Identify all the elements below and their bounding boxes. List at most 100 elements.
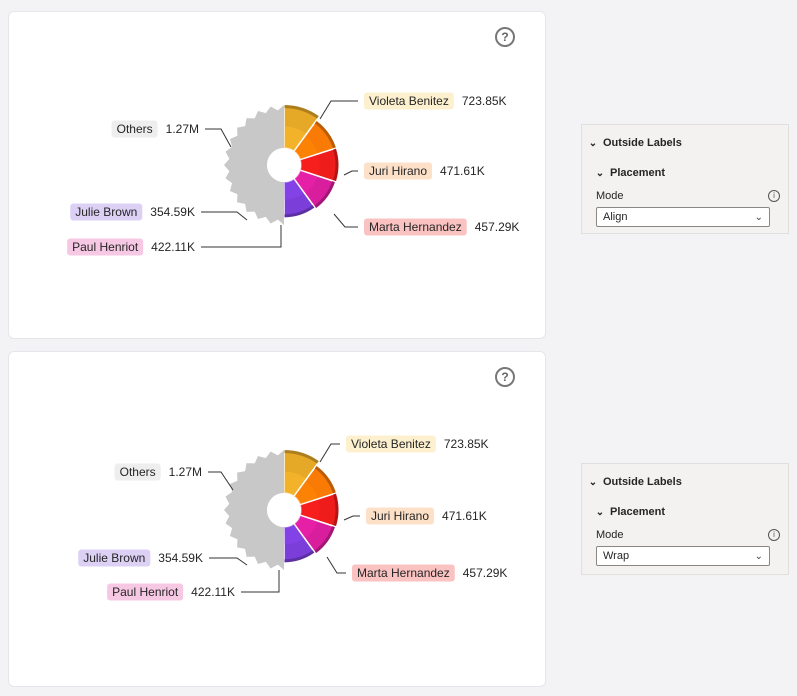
label-bg-others <box>114 463 161 481</box>
chevron-down-icon: ⌄ <box>588 137 598 149</box>
slice-paul-henriot-highlight <box>294 170 318 194</box>
label-bg-others <box>111 120 158 138</box>
leader-line-julie-brown <box>209 557 248 566</box>
format-panel-wrap: ⌄ Outside Labels ⌄ Placement Mode i Wrap… <box>581 463 789 575</box>
chevron-down-icon: ⌄ <box>595 167 605 179</box>
slice-juri-hirano-highlight <box>294 136 318 160</box>
label-name-others: Others <box>117 122 153 136</box>
label-value-marta-hernandez: 457.29K <box>475 220 520 234</box>
slice-others-body[interactable] <box>224 105 284 225</box>
leader-line-juri-hirano <box>343 170 358 176</box>
slice-violeta-benitez-highlight <box>284 471 307 497</box>
slice-juri-hirano-rim <box>314 121 336 149</box>
label-violeta-benitez: Violeta Benitez 723.85K <box>319 92 507 120</box>
slice-marta-hernandez-rim <box>333 493 339 527</box>
label-bg-julie-brown <box>70 203 143 221</box>
mode-select-value: Align <box>603 211 628 223</box>
label-value-juri-hirano: 471.61K <box>442 509 487 523</box>
mode-label: Mode <box>596 529 624 541</box>
slice-juri-hirano[interactable] <box>292 119 338 161</box>
slice-juri-hirano-rim <box>314 466 336 494</box>
outside-labels-header[interactable]: ⌄ Outside Labels <box>582 125 788 161</box>
leader-line-marta-hernandez <box>326 556 346 574</box>
slice-julie-brown-highlight <box>284 178 304 200</box>
label-name-others: Others <box>120 465 156 479</box>
format-panel-align: ⌄ Outside Labels ⌄ Placement Mode i Alig… <box>581 124 789 234</box>
chevron-down-icon: ⌄ <box>595 506 605 518</box>
label-violeta-benitez: Violeta Benitez 723.85K <box>319 435 489 463</box>
donut-hole <box>267 148 301 182</box>
label-bg-violeta-benitez <box>346 435 436 453</box>
leader-line-violeta-benitez <box>319 443 340 463</box>
mode-select[interactable]: Wrap ⌄ <box>596 546 770 566</box>
label-bg-paul-henriot <box>107 583 184 601</box>
label-name-juri-hirano: Juri Hirano <box>371 509 429 523</box>
outside-labels-title: Outside Labels <box>603 476 682 488</box>
label-others: Others 1.27M <box>111 120 232 148</box>
help-circle-icon[interactable]: ? <box>495 367 515 387</box>
placement-title: Placement <box>610 506 666 518</box>
placement-header[interactable]: ⌄ Placement <box>588 161 782 185</box>
label-value-julie-brown: 354.59K <box>158 551 203 565</box>
label-bg-marta-hernandez <box>352 564 455 582</box>
slice-paul-henriot-highlight <box>294 515 318 539</box>
label-value-marta-hernandez: 457.29K <box>463 566 508 580</box>
chart-card-align: ? Violeta Benitez 723.85K Juri Hirano 471.6… <box>8 11 546 339</box>
label-name-violeta-benitez: Violeta Benitez <box>369 94 449 108</box>
slice-others-body[interactable] <box>224 450 284 570</box>
slice-paul-henriot-rim <box>314 181 335 209</box>
mode-row: Mode i <box>588 524 782 546</box>
leader-line-violeta-benitez <box>319 100 358 120</box>
chevron-down-icon: ⌄ <box>754 550 763 562</box>
slice-others[interactable] <box>224 105 284 225</box>
label-value-others: 1.27M <box>169 465 202 479</box>
label-name-juri-hirano: Juri Hirano <box>369 164 427 178</box>
info-icon[interactable]: i <box>768 190 780 202</box>
slice-violeta-benitez[interactable] <box>283 104 321 153</box>
label-name-paul-henriot: Paul Henriot <box>72 240 139 254</box>
label-name-marta-hernandez: Marta Hernandez <box>357 566 450 580</box>
slice-juri-hirano-highlight <box>294 481 318 505</box>
label-value-violeta-benitez: 723.85K <box>444 437 489 451</box>
label-marta-hernandez: Marta Hernandez 457.29K <box>326 556 508 582</box>
leader-line-others <box>205 128 232 148</box>
mode-select-value: Wrap <box>603 550 630 562</box>
slice-violeta-benitez-rim <box>284 450 319 464</box>
placement-section: ⌄ Placement Mode i Align ⌄ <box>588 161 782 233</box>
label-name-marta-hernandez: Marta Hernandez <box>369 220 462 234</box>
label-value-violeta-benitez: 723.85K <box>462 94 507 108</box>
label-bg-julie-brown <box>78 549 151 567</box>
label-value-others: 1.27M <box>166 122 199 136</box>
leader-line-paul-henriot <box>201 225 282 248</box>
donut-chart-wrap: Violeta Benitez 723.85K Juri Hirano 471.61K… <box>78 435 508 601</box>
label-value-paul-henriot: 422.11K <box>191 585 235 599</box>
label-value-paul-henriot: 422.11K <box>151 240 195 254</box>
outside-labels-title: Outside Labels <box>603 137 682 149</box>
donut-hole <box>267 493 301 527</box>
slice-marta-hernandez-highlight <box>300 499 320 521</box>
slice-marta-hernandez-rim <box>333 148 339 182</box>
label-juri-hirano: Juri Hirano 471.61K <box>343 507 487 525</box>
info-icon[interactable]: i <box>768 529 780 541</box>
slice-juri-hirano[interactable] <box>292 464 338 506</box>
chevron-down-icon: ⌄ <box>754 211 763 223</box>
leader-line-marta-hernandez <box>333 213 358 228</box>
label-name-julie-brown: Julie Brown <box>83 551 145 565</box>
help-circle-icon[interactable]: ? <box>495 27 515 47</box>
slice-others[interactable] <box>224 450 284 570</box>
slice-julie-brown-highlight <box>284 523 304 545</box>
label-paul-henriot: Paul Henriot 422.11K <box>67 225 282 256</box>
slice-marta-hernandez[interactable] <box>299 492 340 528</box>
donut-chart-align: Violeta Benitez 723.85K Juri Hirano 471.61K… <box>67 92 520 256</box>
outside-labels-header[interactable]: ⌄ Outside Labels <box>582 464 788 500</box>
mode-select[interactable]: Align ⌄ <box>596 207 770 227</box>
slice-paul-henriot-rim <box>314 526 335 554</box>
placement-header[interactable]: ⌄ Placement <box>588 500 782 524</box>
slice-marta-hernandez-highlight <box>300 154 320 176</box>
mode-label: Mode <box>596 190 624 202</box>
slice-julie-brown[interactable] <box>283 177 316 219</box>
label-julie-brown: Julie Brown 354.59K <box>70 203 248 221</box>
leader-line-others <box>208 471 234 491</box>
placement-title: Placement <box>610 167 666 179</box>
leader-line-julie-brown <box>201 211 248 221</box>
